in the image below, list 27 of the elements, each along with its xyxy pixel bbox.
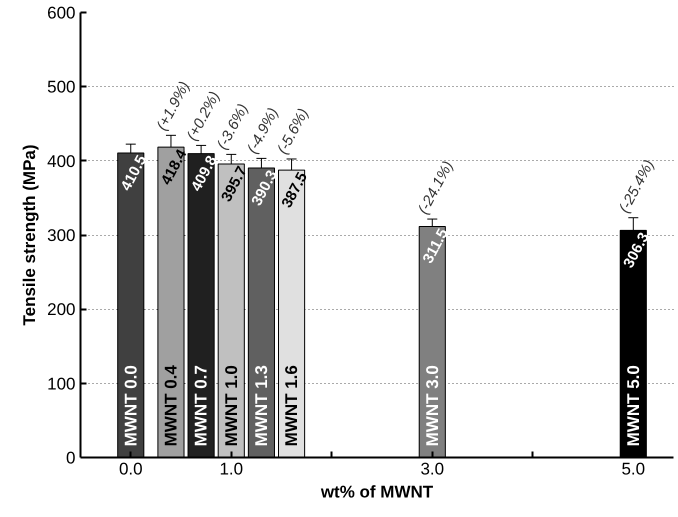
x-tick-label: 0.0 [118, 460, 143, 478]
data-label: 306.3 [620, 230, 653, 271]
annotation: MWNT 0.7 [192, 365, 211, 446]
data-label: 390.3 [248, 168, 281, 209]
y-tick-label: 600 [47, 4, 76, 22]
data-label: 311.5 [419, 226, 452, 266]
annotation: MWNT 0.4 [161, 364, 180, 446]
x-tick-label: 3.0 [420, 460, 444, 478]
annotation: MWNT 1.6 [282, 365, 302, 446]
x-axis-title: wt% of MWNT [320, 482, 434, 502]
data-label: 395.7 [218, 164, 251, 205]
annotation: MWNT 0.0 [121, 365, 140, 446]
y-tick-label: 200 [47, 300, 76, 320]
x-tick-label: 5.0 [621, 460, 646, 478]
data-label: 387.5 [278, 170, 311, 211]
y-tick-label: 400 [47, 152, 76, 171]
y-tick-label: 100 [47, 374, 76, 394]
data-label: 410.5 [118, 152, 150, 194]
y-tick-label: 0 [66, 448, 76, 468]
y-tick-label: 300 [47, 226, 76, 245]
x-tick-label: 1.0 [219, 460, 244, 478]
annotation: MWNT 1.0 [222, 365, 241, 446]
annotation: MWNT 1.3 [252, 365, 271, 446]
y-tick-label: 500 [47, 78, 76, 97]
annotation: MWNT 5.0 [624, 365, 643, 446]
y-axis-title: Tensile strength (MPa) [20, 144, 40, 326]
annotation: MWNT 3.0 [422, 365, 442, 446]
